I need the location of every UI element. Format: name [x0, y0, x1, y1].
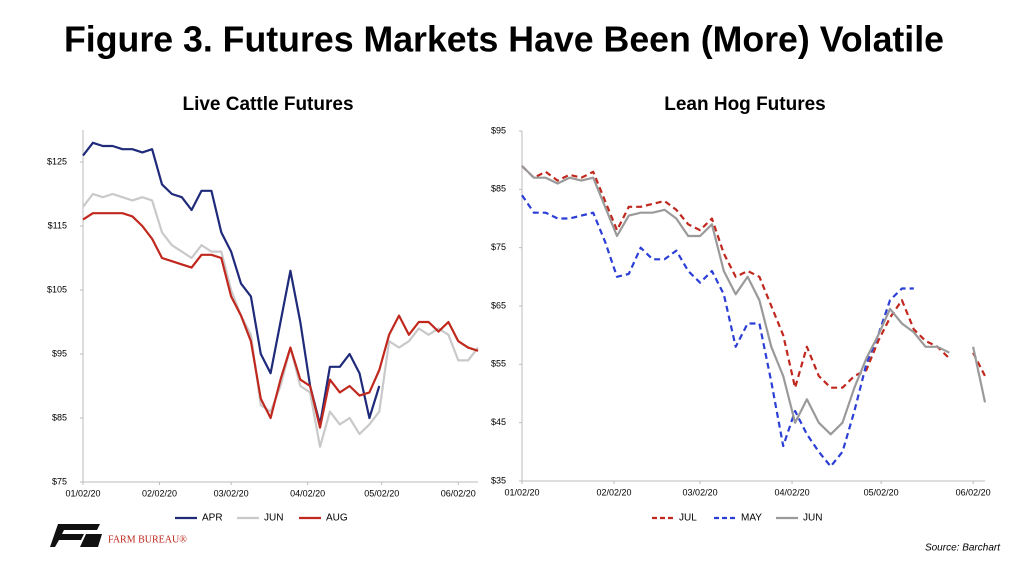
legend-label: JUL: [679, 513, 697, 524]
y-tick-label: $105: [47, 284, 67, 294]
series-line: [521, 165, 987, 436]
x-tick-label: 02/02/20: [142, 488, 177, 498]
x-tick-label: 04/02/20: [775, 487, 810, 497]
chart-title: Live Cattle Futures: [182, 94, 353, 115]
x-tick-label: 01/02/20: [65, 488, 100, 498]
chart-title: Lean Hog Futures: [664, 94, 826, 115]
slide-title: Figure 3. Futures Markets Have Been (Mor…: [64, 19, 944, 60]
y-tick-label: $85: [52, 412, 67, 422]
x-tick-label: 03/02/20: [683, 487, 718, 497]
series-line: [82, 192, 479, 448]
y-tick-label: $115: [48, 220, 67, 230]
y-tick-label: $85: [491, 184, 506, 194]
y-tick-label: $65: [491, 300, 506, 310]
y-tick-label: $95: [491, 125, 506, 135]
x-tick-label: 06/02/20: [441, 488, 476, 498]
logo-mark: [50, 524, 100, 547]
logo-mark: [80, 534, 102, 547]
source-note: Source: Barchart: [925, 543, 1001, 554]
series-line: [82, 141, 381, 426]
logo-text: FARM BUREAU®: [108, 534, 187, 545]
x-tick-label: 04/02/20: [290, 488, 325, 498]
x-tick-label: 01/02/20: [504, 487, 539, 497]
legend-label: JUN: [803, 513, 822, 524]
x-tick-label: 05/02/20: [864, 487, 899, 497]
y-tick-label: $125: [47, 156, 67, 166]
legend-label: APR: [202, 513, 223, 524]
legend-label: JUN: [264, 513, 283, 524]
y-tick-label: $75: [491, 242, 506, 252]
x-tick-label: 05/02/20: [364, 488, 399, 498]
y-tick-label: $95: [52, 348, 67, 358]
series-line: [521, 194, 914, 468]
y-tick-label: $75: [52, 476, 67, 486]
y-tick-label: $55: [491, 359, 506, 369]
logo: FARM BUREAU®: [50, 524, 187, 547]
x-tick-label: 06/02/20: [956, 487, 991, 497]
series-line: [82, 212, 479, 429]
y-tick-label: $35: [491, 475, 506, 485]
x-tick-label: 03/02/20: [214, 488, 249, 498]
y-tick-label: $45: [491, 417, 506, 427]
legend-label: MAY: [741, 513, 762, 524]
x-tick-label: 02/02/20: [596, 487, 631, 497]
legend-label: AUG: [326, 513, 348, 524]
